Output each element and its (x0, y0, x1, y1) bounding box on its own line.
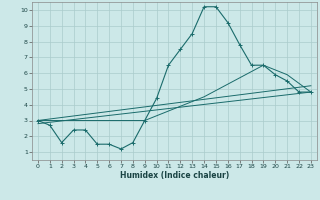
X-axis label: Humidex (Indice chaleur): Humidex (Indice chaleur) (120, 171, 229, 180)
